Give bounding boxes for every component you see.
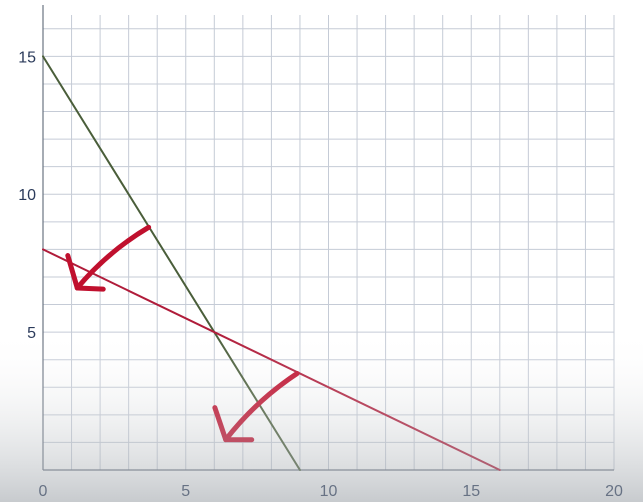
annotation-arrow-shaft-1: [74, 224, 152, 291]
y-tick-label: 10: [18, 187, 36, 204]
y-tick-label: 15: [18, 49, 36, 66]
bottom-shadow-overlay: [0, 330, 643, 502]
annotation-arrow-head-1: [65, 253, 106, 292]
